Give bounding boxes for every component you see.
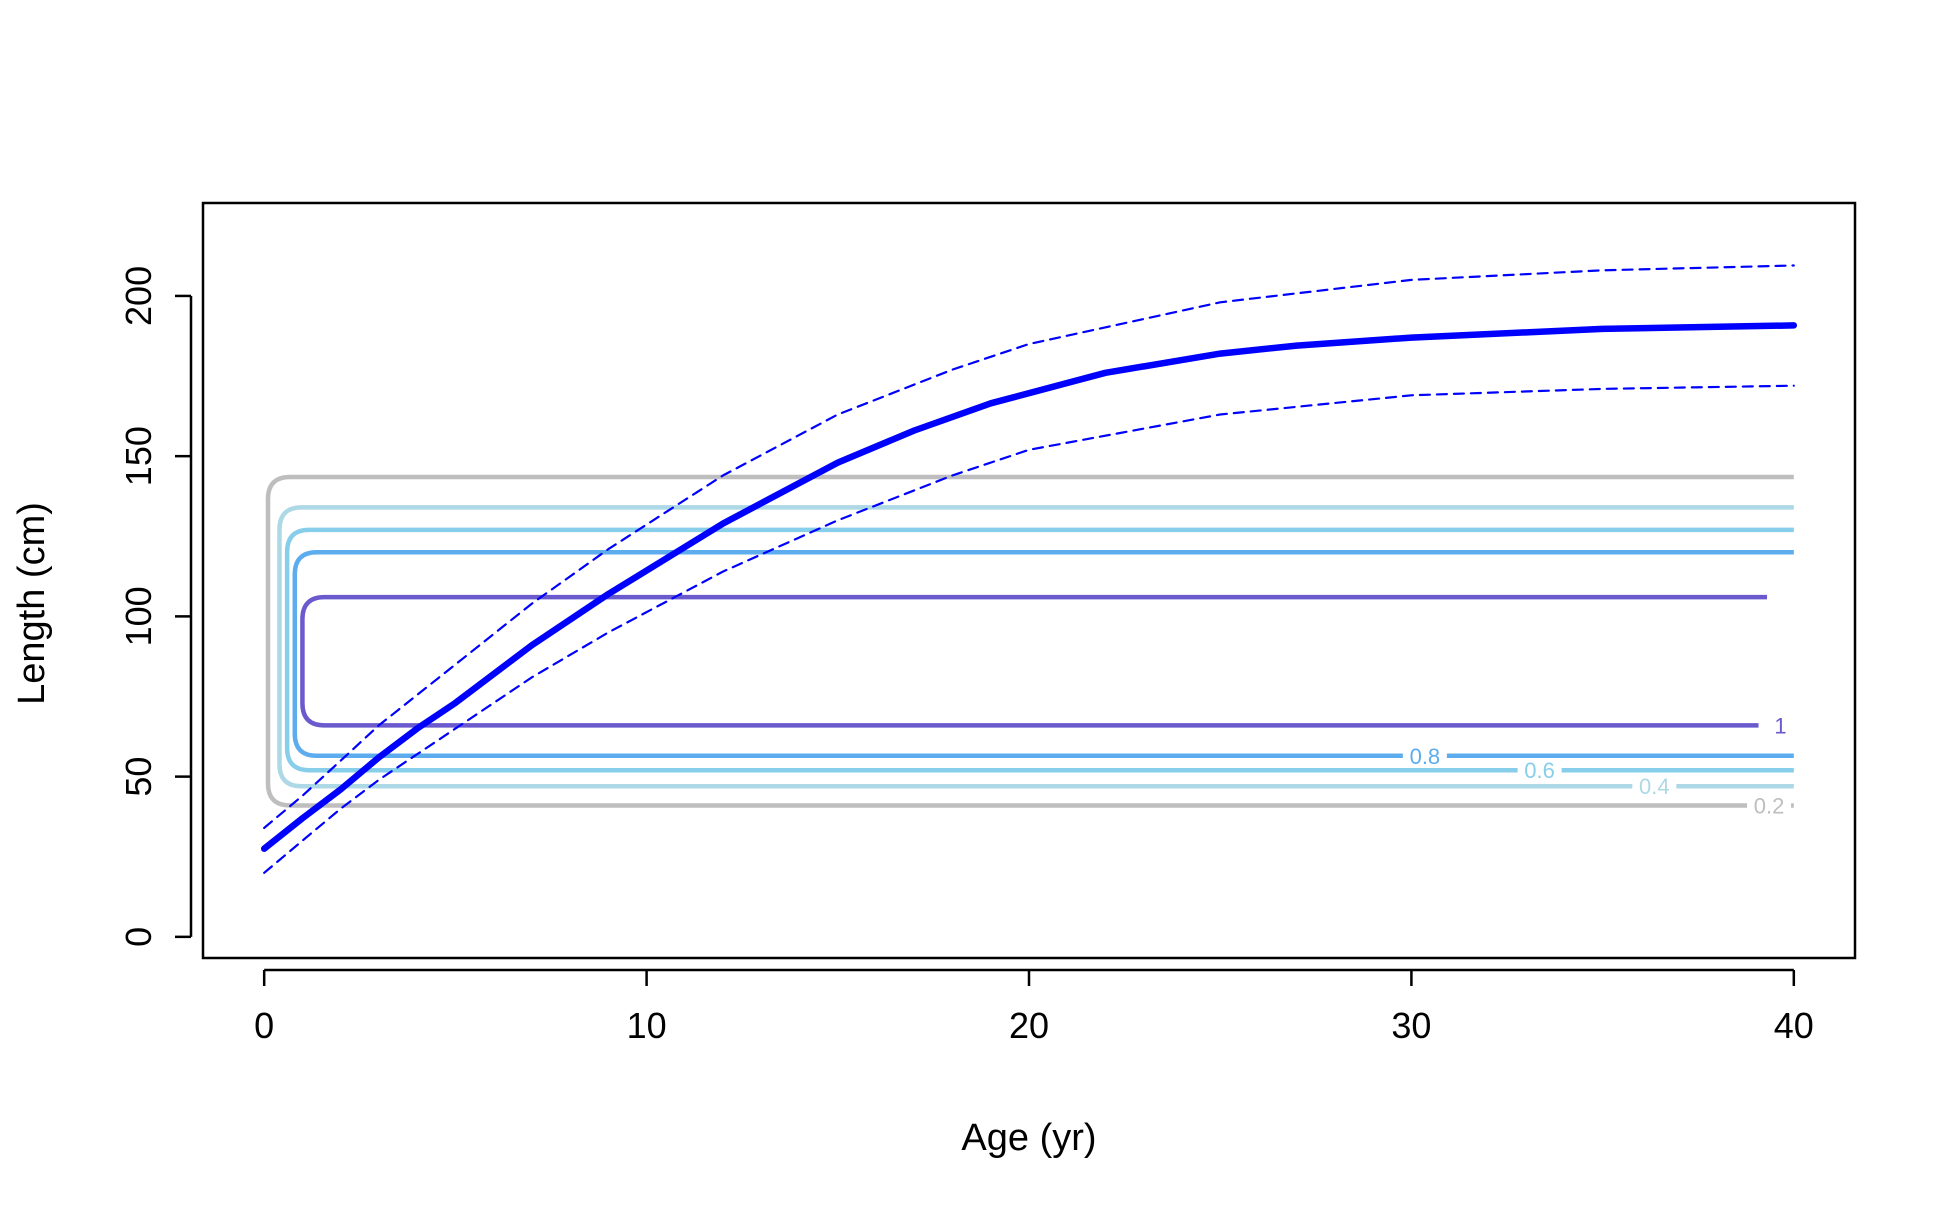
contour-label-bg (1517, 759, 1562, 782)
plot-frame (201, 201, 1857, 960)
y-axis-title: Length (cm) (11, 502, 53, 705)
series-layer (260, 264, 1798, 874)
contour-label-bg (1632, 775, 1677, 798)
contour-label: 0.2 (1754, 793, 1785, 818)
axes-layer: 0 10 20 30 40 0 50 100 150 200 (118, 266, 1814, 1046)
contour-line-1 (300, 594, 1768, 728)
contours-layer: 0.2 0.4 0.6 0.8 1 (265, 474, 1803, 818)
contour-line-0-4 (277, 505, 1794, 789)
contour-line-0-2 (265, 474, 1794, 808)
x-tick-label: 0 (254, 1005, 274, 1046)
contour-label-bg (1402, 744, 1447, 767)
y-tick-label: 50 (118, 757, 159, 797)
contour-label-bg (1747, 794, 1792, 817)
contour-label: 0.4 (1639, 774, 1670, 799)
contour-line-0-6 (284, 527, 1794, 773)
y-tick-label: 0 (118, 927, 159, 947)
contour-label: 1 (1774, 713, 1786, 738)
confidence-band-line-2 (263, 384, 1795, 874)
y-tick-label: 150 (118, 426, 159, 486)
x-tick-label: 40 (1774, 1005, 1814, 1046)
y-tick-label: 200 (118, 266, 159, 326)
contour-label-bg (1758, 714, 1803, 737)
growth-curve-line (260, 322, 1798, 852)
contour-line-0-8 (292, 550, 1794, 759)
x-tick-label: 20 (1009, 1005, 1049, 1046)
contour-label: 0.6 (1524, 758, 1555, 783)
contour-label: 0.8 (1410, 744, 1441, 769)
y-tick-label: 100 (118, 586, 159, 646)
x-tick-label: 10 (627, 1005, 667, 1046)
x-tick-label: 30 (1391, 1005, 1431, 1046)
x-axis-title: Age (yr) (961, 1117, 1096, 1159)
confidence-band-line-1 (263, 264, 1795, 830)
